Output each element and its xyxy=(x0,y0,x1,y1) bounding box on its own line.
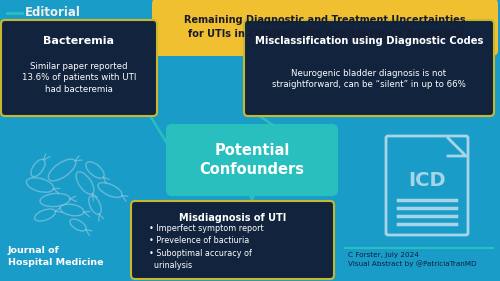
FancyBboxPatch shape xyxy=(131,201,334,279)
Text: ICD: ICD xyxy=(408,171,446,189)
Text: • Imperfect symptom report
• Prevelence of bactiuria
• Suboptimal accuracy of
  : • Imperfect symptom report • Prevelence … xyxy=(149,224,264,270)
Text: Journal of
Hospital Medicine: Journal of Hospital Medicine xyxy=(8,246,104,267)
Text: Misclassification using Diagnostic Codes: Misclassification using Diagnostic Codes xyxy=(255,36,483,46)
FancyBboxPatch shape xyxy=(244,20,494,116)
Text: Neurogenic bladder diagnosis is not
straightforward, can be “silent” in up to 66: Neurogenic bladder diagnosis is not stra… xyxy=(272,69,466,89)
Text: Remaining Diagnostic and Treatment Uncertainties
for UTIs in Children with Genit: Remaining Diagnostic and Treatment Uncer… xyxy=(184,15,466,38)
Text: Misdiagnosis of UTI: Misdiagnosis of UTI xyxy=(179,213,286,223)
Text: Potential
Confounders: Potential Confounders xyxy=(200,142,304,177)
Text: Similar paper reported
13.6% of patients with UTI
had bacteremia: Similar paper reported 13.6% of patients… xyxy=(22,62,136,94)
FancyBboxPatch shape xyxy=(166,124,338,196)
Text: C Forster, July 2024
Visual Abstract by @PatriciaTranMD: C Forster, July 2024 Visual Abstract by … xyxy=(348,252,476,267)
Text: Bacteremia: Bacteremia xyxy=(44,36,115,46)
FancyBboxPatch shape xyxy=(1,20,157,116)
FancyBboxPatch shape xyxy=(152,0,498,56)
Text: Editorial: Editorial xyxy=(25,6,81,19)
